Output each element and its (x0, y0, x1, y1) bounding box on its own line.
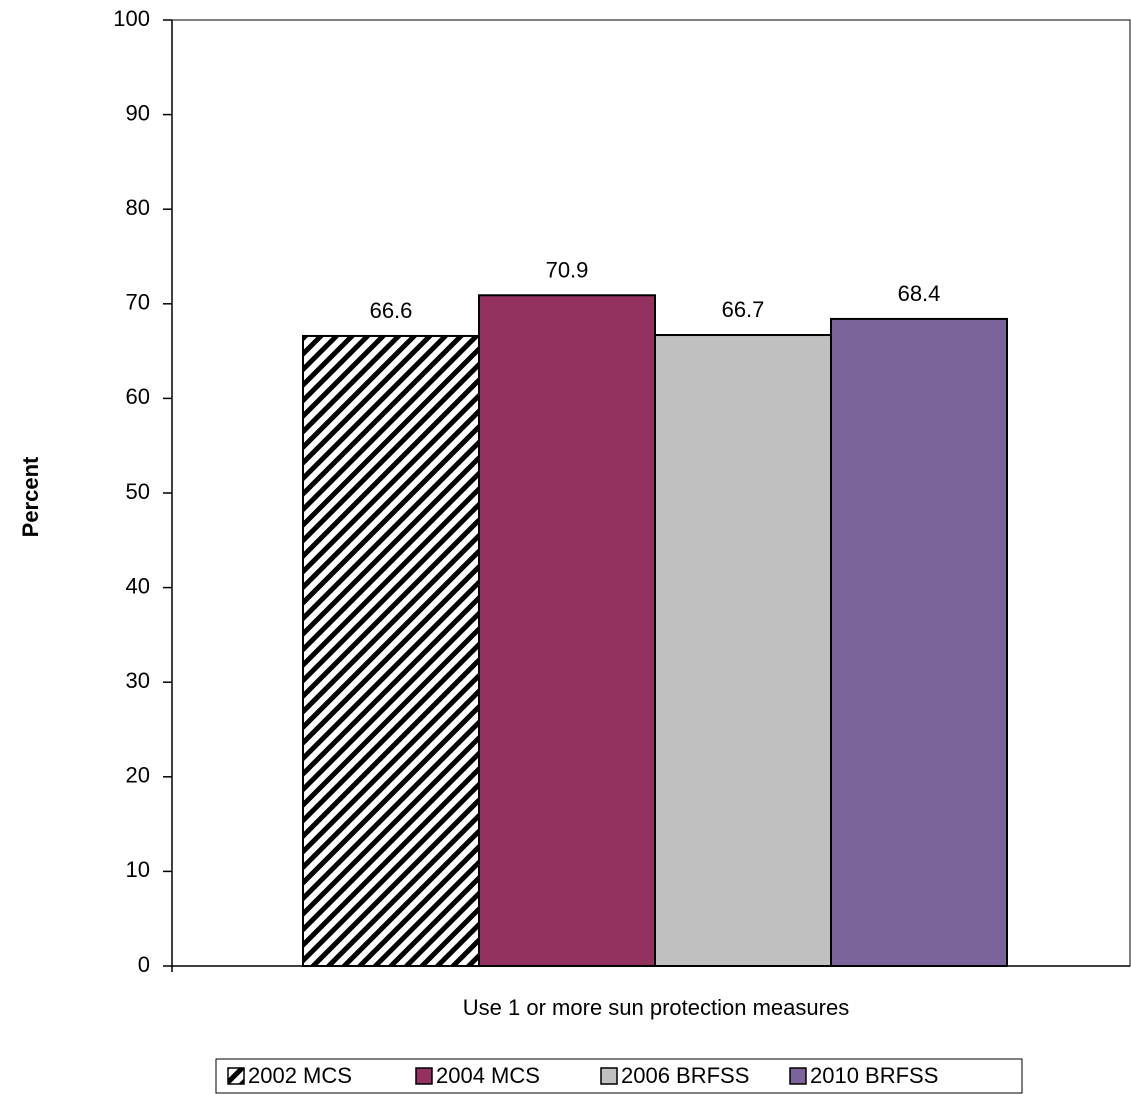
data-label: 70.9 (546, 257, 589, 282)
y-tick-label: 90 (126, 100, 150, 125)
y-axis-title: Percent (18, 456, 43, 537)
legend-swatch (227, 1067, 245, 1085)
y-tick-label: 50 (126, 479, 150, 504)
bar-2004-mcs (478, 294, 656, 967)
bar-2006-brfss (654, 334, 832, 967)
y-tick-label: 10 (126, 857, 150, 882)
y-tick-label: 0 (138, 952, 150, 977)
data-labels: 66.6 70.9 66.7 68.4 (370, 257, 941, 323)
y-axis-ticks: 0 10 20 30 40 50 60 70 80 90 100 (113, 6, 172, 977)
y-tick-label: 80 (126, 195, 150, 220)
legend-swatch (600, 1067, 618, 1085)
legend-label: 2004 MCS (436, 1063, 540, 1088)
data-label: 66.7 (722, 297, 765, 322)
legend-swatch (415, 1067, 433, 1085)
bars (302, 294, 1008, 968)
legend-label: 2002 MCS (248, 1063, 352, 1088)
y-tick-label: 60 (126, 384, 150, 409)
bar-2002-mcs (302, 334, 480, 967)
y-tick-label: 20 (126, 763, 150, 788)
y-tick-label: 40 (126, 573, 150, 598)
legend-label: 2006 BRFSS (621, 1063, 749, 1088)
y-tick-label: 70 (126, 290, 150, 315)
legend-box (215, 1058, 1023, 1094)
y-tick-label: 30 (126, 668, 150, 693)
bar-2010-brfss (830, 317, 1008, 968)
x-category-label: Use 1 or more sun protection measures (463, 995, 849, 1020)
legend-swatch (789, 1067, 807, 1085)
y-tick-label: 100 (113, 6, 150, 31)
legend: 2002 MCS 2004 MCS 2006 BRFSS 2010 BRFSS (227, 1063, 938, 1088)
data-label: 66.6 (370, 298, 413, 323)
legend-label: 2010 BRFSS (810, 1063, 938, 1088)
data-label: 68.4 (898, 281, 941, 306)
